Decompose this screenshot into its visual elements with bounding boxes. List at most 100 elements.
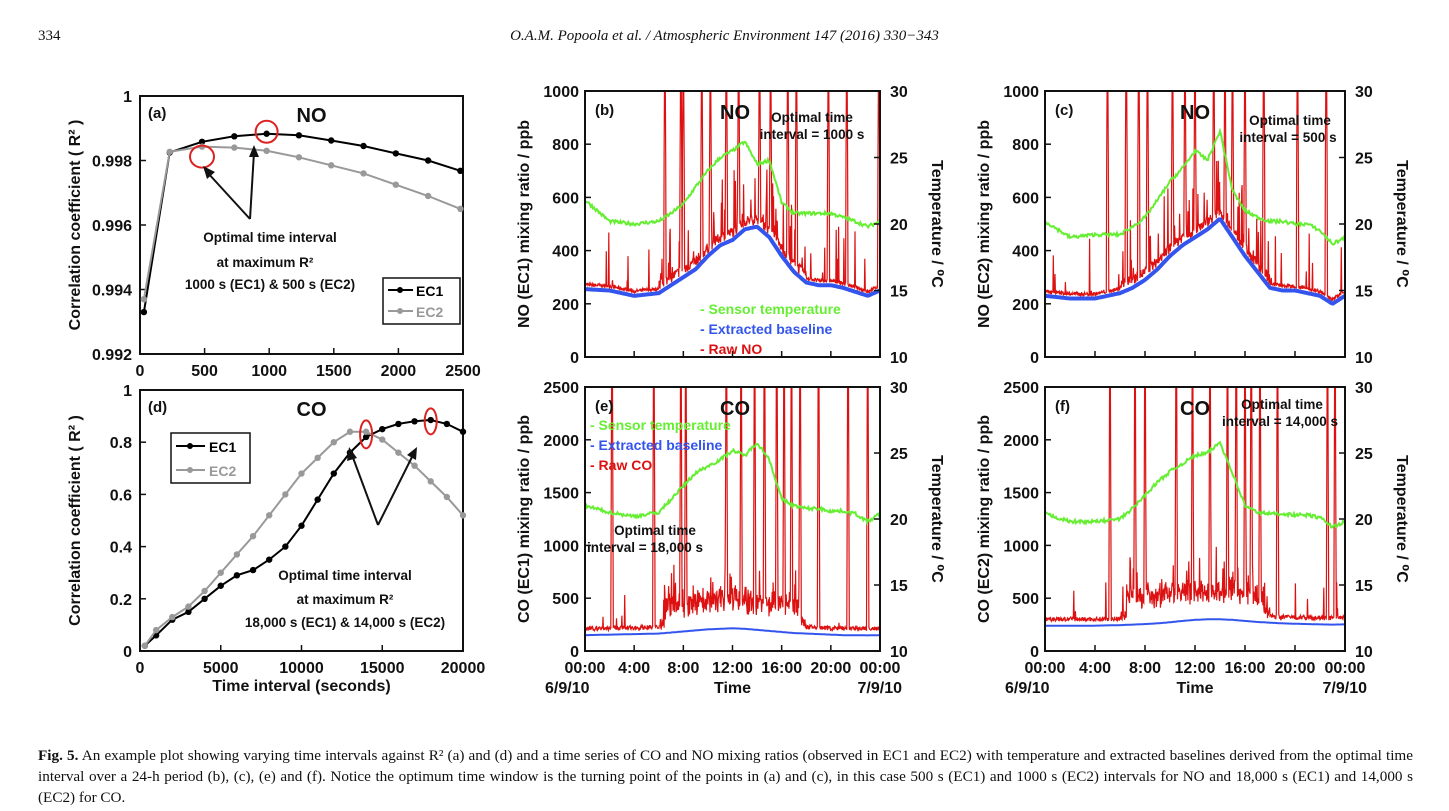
y-tick-label: 0.998: [92, 154, 132, 171]
data-point-ec2: [169, 613, 176, 621]
data-point-ec1: [443, 420, 451, 428]
data-point-ec2: [201, 587, 208, 595]
y-tick-label: 600: [1012, 190, 1039, 207]
panel-title: NO: [1180, 102, 1210, 124]
date-label-end: 7/9/10: [858, 680, 903, 697]
y-tick-label: 500: [1012, 591, 1039, 608]
y-tick-label: 0: [570, 350, 579, 367]
x-tick-label: 0: [136, 363, 145, 380]
x-axis-label: Time: [1176, 680, 1213, 697]
page-number: 334: [38, 28, 61, 44]
data-point-ec1: [185, 608, 192, 616]
series-sensor-temperature: [585, 140, 880, 230]
series-raw: [1045, 91, 1345, 302]
y2-tick-label: 10: [890, 644, 908, 661]
running-head: O.A.M. Popoola et al. / Atmospheric Envi…: [510, 28, 939, 44]
y-tick-label: 600: [552, 190, 579, 207]
x-tick-label: 20:00: [1275, 660, 1316, 677]
y-tick-label: 1: [123, 89, 132, 106]
x-tick-label: 00:00: [1025, 660, 1066, 677]
x-tick-label: 500: [191, 363, 218, 380]
data-point-ec1: [266, 556, 273, 563]
y2-axis-label: Temperature / ⁰C: [928, 455, 945, 583]
y-tick-label: 200: [1012, 297, 1039, 314]
data-point-ec1: [217, 582, 224, 589]
data-point-ec2: [266, 512, 273, 519]
legend: - Sensor temperature - Extracted baseline…: [590, 417, 731, 473]
x-tick-label: 16:00: [761, 660, 802, 677]
x-tick-label: 12:00: [712, 660, 753, 677]
y-tick-label: 1000: [543, 84, 579, 101]
legend-label-ec1: EC1: [209, 439, 236, 455]
y-axis-label: NO (EC1) mixing ratio / ppb: [516, 120, 533, 328]
y-tick-label: 1: [123, 383, 132, 400]
x-tick-label: 4:00: [1079, 660, 1111, 677]
optimum-marker: [254, 119, 279, 144]
x-tick-label: 8:00: [667, 660, 699, 677]
data-point-ec1: [362, 433, 370, 441]
y-tick-label: 0.996: [92, 218, 132, 235]
data-point-ec1: [330, 470, 337, 477]
legend-marker-ec1: [187, 443, 193, 449]
y-tick-label: 800: [552, 137, 579, 154]
data-point-ec1: [249, 566, 257, 574]
y-axis-label: NO (EC2) mixing ratio / ppb: [976, 120, 993, 328]
optimal-note-line: interval = 14,000 s: [1222, 414, 1338, 429]
x-tick-label: 2500: [445, 363, 481, 380]
optimal-note-line: Optimal time: [1249, 113, 1331, 128]
y-tick-label: 1000: [543, 538, 579, 555]
data-point-ec1: [424, 157, 432, 164]
series-sensor-temperature: [585, 442, 880, 526]
panel-f-chart: 0 500 1000 1500 2000 2500 10 15 20 25 30 00:00 4:00 8…: [976, 380, 1410, 697]
y2-tick-label: 20: [890, 217, 908, 234]
x-tick-label: 2000: [381, 363, 417, 380]
data-point-ec2: [443, 493, 451, 501]
data-point-ec1: [233, 572, 241, 579]
y2-tick-label: 10: [1355, 350, 1373, 367]
series-extracted-baseline: [1045, 217, 1345, 306]
y-tick-label: 0: [1030, 350, 1039, 367]
data-point-ec1: [395, 420, 402, 428]
data-point-ec2: [263, 147, 270, 155]
y-tick-label: 0.994: [92, 283, 132, 300]
legend-label-ec2: EC2: [209, 463, 236, 479]
y2-tick-label: 25: [1355, 151, 1373, 168]
x-tick-label: 10000: [279, 660, 324, 677]
data-point-ec2: [141, 642, 149, 649]
legend-box: [382, 277, 461, 325]
y2-tick-label: 20: [1355, 217, 1373, 234]
legend-label-ec2: EC2: [416, 304, 443, 320]
plot-area: [1045, 387, 1345, 627]
arrow: [351, 454, 379, 526]
data-point-ec1: [140, 308, 148, 316]
data-point-ec2: [282, 491, 289, 498]
x-tick-label: 16:00: [1225, 660, 1266, 677]
panel-label: (e): [595, 398, 613, 415]
plot-area: [1045, 91, 1345, 306]
panel-title: CO: [1180, 398, 1210, 420]
y-axis-label: Correlation coefficient ( R² ): [67, 120, 84, 331]
panel-e-chart: 0 500 1000 1500 2000 2500 10 15 20 25 30 00:00 4:00 8…: [516, 380, 945, 697]
arrow: [377, 454, 414, 526]
data-point-ec1: [198, 138, 206, 145]
x-tick-label: 0: [136, 660, 145, 677]
arrow-head: [407, 447, 417, 460]
y2-tick-label: 10: [1355, 644, 1373, 661]
series-raw: [585, 387, 880, 633]
series-extracted-baseline: [585, 224, 880, 298]
data-point-ec2: [346, 428, 354, 435]
y-tick-label: 2500: [1003, 380, 1039, 397]
data-point-ec2: [295, 154, 303, 161]
y2-tick-label: 25: [890, 151, 908, 168]
optimal-note-line: Optimal time: [771, 110, 853, 125]
optimal-note-line: interval = 500 s: [1239, 130, 1336, 145]
data-point-ec1: [231, 133, 238, 140]
y-tick-label: 0.4: [110, 540, 132, 557]
data-point-ec2: [457, 205, 464, 213]
panel-title: NO: [297, 105, 327, 127]
data-point-ec1: [457, 167, 464, 175]
data-point-ec2: [185, 603, 192, 610]
x-tick-label: 15000: [360, 660, 405, 677]
panel-label: (c): [1055, 102, 1073, 119]
